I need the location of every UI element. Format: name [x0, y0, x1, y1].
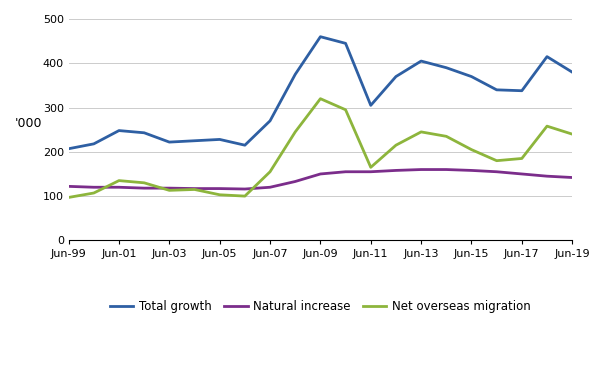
Total growth	[569, 70, 576, 74]
Net overseas migration	[569, 132, 576, 136]
Natural increase	[468, 168, 475, 173]
Natural increase	[140, 186, 148, 191]
Net overseas migration	[65, 195, 72, 200]
Line: Net overseas migration: Net overseas migration	[68, 99, 572, 197]
Total growth	[468, 74, 475, 79]
Total growth	[65, 146, 72, 151]
Total growth	[241, 143, 249, 147]
Total growth	[493, 88, 500, 92]
Natural increase	[317, 172, 324, 176]
Natural increase	[166, 186, 173, 191]
Natural increase	[493, 169, 500, 174]
Natural increase	[518, 172, 526, 176]
Total growth	[342, 41, 349, 46]
Natural increase	[569, 175, 576, 180]
Natural increase	[241, 187, 249, 191]
Total growth	[266, 119, 273, 123]
Y-axis label: '000: '000	[15, 117, 42, 130]
Total growth	[90, 142, 97, 146]
Net overseas migration	[367, 165, 374, 170]
Natural increase	[191, 186, 198, 191]
Natural increase	[116, 185, 123, 189]
Line: Natural increase: Natural increase	[68, 170, 572, 189]
Natural increase	[443, 167, 450, 172]
Net overseas migration	[493, 158, 500, 163]
Natural increase	[65, 184, 72, 189]
Natural increase	[367, 169, 374, 174]
Legend: Total growth, Natural increase, Net overseas migration: Total growth, Natural increase, Net over…	[105, 295, 535, 318]
Net overseas migration	[392, 143, 399, 147]
Natural increase	[292, 179, 299, 184]
Line: Total growth: Total growth	[68, 37, 572, 149]
Total growth	[292, 72, 299, 77]
Net overseas migration	[216, 192, 223, 197]
Total growth	[166, 140, 173, 144]
Net overseas migration	[266, 169, 273, 174]
Natural increase	[90, 185, 97, 189]
Net overseas migration	[443, 134, 450, 139]
Total growth	[443, 65, 450, 70]
Total growth	[140, 130, 148, 135]
Natural increase	[392, 168, 399, 173]
Total growth	[317, 34, 324, 39]
Net overseas migration	[292, 130, 299, 134]
Net overseas migration	[241, 194, 249, 198]
Net overseas migration	[166, 188, 173, 193]
Total growth	[518, 88, 526, 93]
Natural increase	[417, 167, 425, 172]
Total growth	[367, 103, 374, 108]
Net overseas migration	[518, 156, 526, 161]
Natural increase	[543, 174, 551, 178]
Net overseas migration	[191, 187, 198, 192]
Net overseas migration	[90, 191, 97, 195]
Total growth	[116, 128, 123, 133]
Total growth	[216, 137, 223, 142]
Net overseas migration	[543, 124, 551, 129]
Natural increase	[216, 186, 223, 191]
Total growth	[392, 74, 399, 79]
Total growth	[543, 54, 551, 59]
Net overseas migration	[116, 178, 123, 183]
Net overseas migration	[417, 130, 425, 134]
Net overseas migration	[140, 181, 148, 185]
Net overseas migration	[317, 96, 324, 101]
Total growth	[191, 138, 198, 143]
Total growth	[417, 59, 425, 64]
Natural increase	[342, 169, 349, 174]
Net overseas migration	[468, 147, 475, 152]
Net overseas migration	[342, 107, 349, 112]
Natural increase	[266, 185, 273, 189]
